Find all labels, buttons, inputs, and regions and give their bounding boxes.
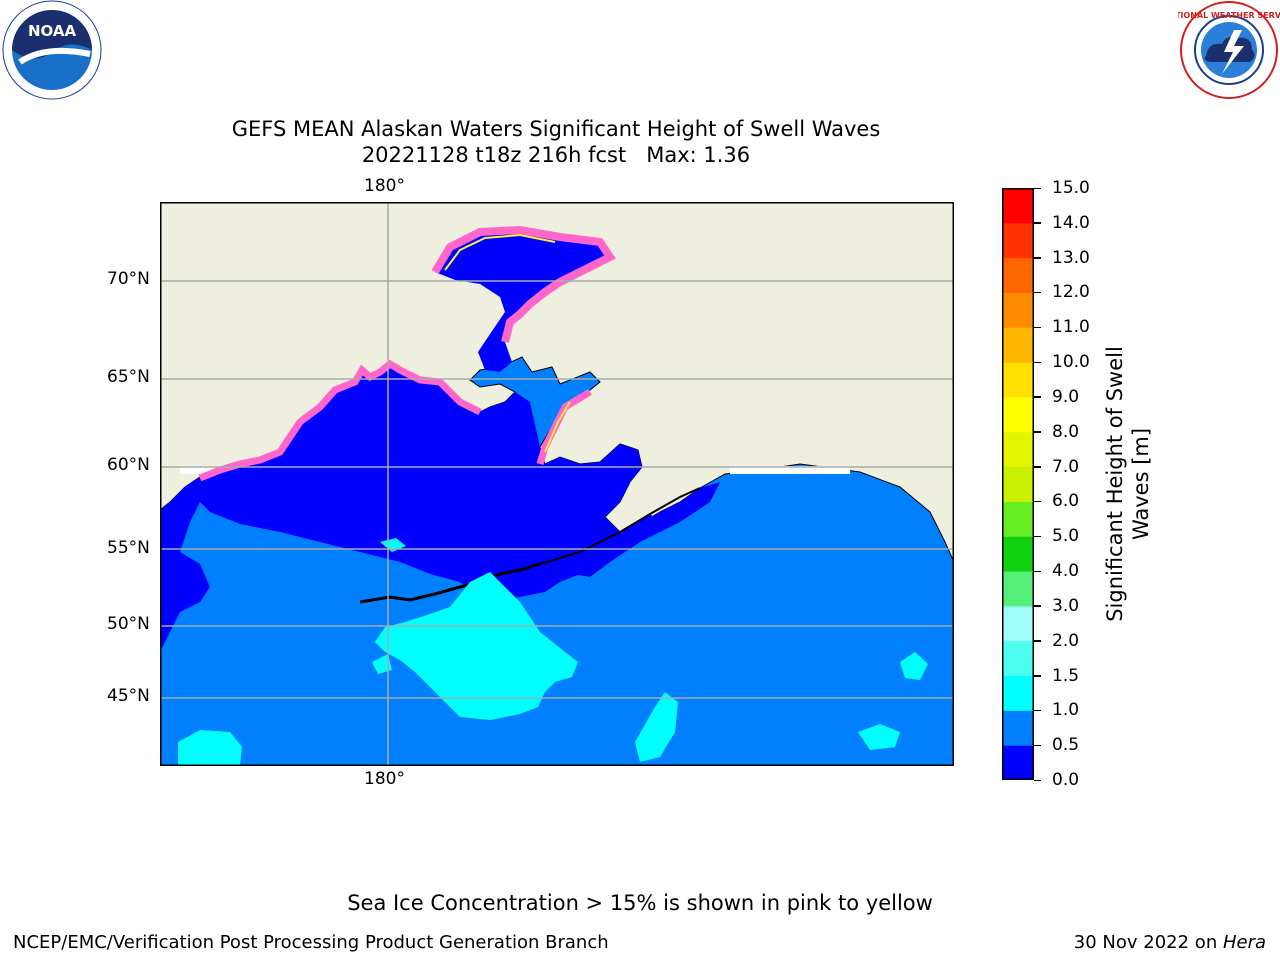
- swell-1.0-1.5-region: [858, 724, 900, 750]
- colorbar-tick-label: 12.0: [1052, 282, 1090, 303]
- colorbar-segment: [1003, 501, 1033, 537]
- sea-ice-note: Sea Ice Concentration > 15% is shown in …: [347, 891, 933, 915]
- colorbar-label-line1: Significant Height of Swell: [1103, 346, 1127, 622]
- swell-1.0-1.5-region: [375, 572, 578, 720]
- colorbar-tick-label: 6.0: [1052, 491, 1080, 512]
- sea-ice-fringe: [198, 359, 482, 482]
- colorbar: [1002, 188, 1034, 780]
- chukchi-sea: [435, 230, 610, 372]
- sea-ice-fringe: [444, 233, 556, 271]
- sea-ice-fringe: [431, 225, 616, 343]
- swell-1.0-1.5-region: [372, 654, 392, 674]
- colorbar-segment: [1003, 327, 1033, 363]
- colorbar-segment: [1003, 640, 1033, 677]
- colorbar-tick-mark: [1034, 187, 1041, 189]
- swell-height-map: [160, 202, 954, 766]
- colorbar-segment: [1003, 675, 1033, 711]
- colorbar-tick-label: 15.0: [1052, 178, 1090, 198]
- colorbar-tick-label: 1.5: [1052, 665, 1080, 686]
- lat-label-65: 65°N: [107, 367, 150, 387]
- lon-label-top: 180°: [364, 176, 405, 196]
- bering-sea-low: [160, 552, 210, 652]
- swell-1.0-1.5-region: [900, 652, 928, 680]
- colorbar-segment: [1003, 431, 1033, 468]
- nws-logo: NATIONAL WEATHER SERVICE: [1163, 0, 1280, 100]
- colorbar-tick-label: 0.5: [1052, 735, 1080, 756]
- colorbar-tick-label: 14.0: [1052, 212, 1090, 233]
- swell-1.0-1.5-region: [635, 692, 678, 762]
- no-data-patch: [730, 466, 850, 474]
- colorbar-tick-label: 11.0: [1052, 317, 1090, 338]
- colorbar-tick-mark: [1034, 466, 1041, 468]
- colorbar-tick-label: 5.0: [1052, 526, 1080, 547]
- lat-label-55: 55°N: [107, 538, 150, 558]
- colorbar-tick-label: 13.0: [1052, 247, 1090, 268]
- alaska-peninsula: [539, 487, 701, 565]
- colorbar-segment: [1003, 466, 1033, 502]
- colorbar-tick-mark: [1034, 361, 1041, 364]
- colorbar-segment: [1003, 571, 1033, 607]
- colorbar-tick-mark: [1034, 675, 1041, 677]
- graticule: [160, 202, 954, 766]
- lat-label-50: 50°N: [107, 614, 150, 634]
- colorbar-segment: [1003, 396, 1033, 433]
- colorbar-tick-mark: [1034, 605, 1041, 607]
- lat-label-70: 70°N: [107, 269, 150, 289]
- colorbar-tick-label: 10.0: [1052, 352, 1090, 373]
- colorbar-tick-mark: [1034, 709, 1041, 712]
- colorbar-tick-label: 4.0: [1052, 561, 1080, 582]
- colorbar-tick-mark: [1034, 222, 1041, 224]
- bering-sea-low: [570, 514, 660, 577]
- colorbar-tick-label: 9.0: [1052, 386, 1080, 407]
- run-date-text: 30 Nov 2022 on: [1073, 932, 1223, 953]
- colorbar-segment: [1003, 605, 1033, 642]
- noaa-logo-text: NOAA: [28, 22, 77, 40]
- colorbar-tick-mark: [1034, 570, 1041, 573]
- swell-1.0-1.5-region: [178, 730, 242, 766]
- colorbar-tick-label: 3.0: [1052, 595, 1080, 616]
- colorbar-segment: [1003, 710, 1033, 746]
- machine-name: Hera: [1222, 932, 1266, 953]
- colorbar-tick-label: 2.0: [1052, 630, 1080, 651]
- colorbar-tick-mark: [1034, 500, 1041, 503]
- colorbar-tick-mark: [1034, 640, 1041, 642]
- colorbar-tick-label: 7.0: [1052, 456, 1080, 477]
- colorbar-tick-label: 1.0: [1052, 700, 1080, 721]
- colorbar-segment: [1003, 362, 1033, 398]
- run-date: 30 Nov 2022 on Hera: [1074, 932, 1266, 953]
- colorbar-tick-mark: [1034, 291, 1041, 294]
- nws-logo-text: NATIONAL WEATHER SERVICE: [1178, 11, 1280, 20]
- colorbar-tick-mark: [1034, 431, 1041, 433]
- lon-label-bottom: 180°: [364, 769, 405, 789]
- chart-title-line2: 20221128 t18z 216h fcst Max: 1.36: [361, 143, 751, 167]
- sea-ice-fringe: [544, 401, 571, 453]
- colorbar-tick-mark: [1034, 535, 1041, 538]
- chart-title-line1: GEFS MEAN Alaskan Waters Significant Hei…: [231, 117, 881, 141]
- colorbar-tick-mark: [1034, 779, 1041, 781]
- colorbar-segment: [1003, 292, 1033, 328]
- colorbar-segment: [1003, 257, 1033, 293]
- colorbar-segment: [1003, 536, 1033, 572]
- lat-label-60: 60°N: [107, 455, 150, 475]
- colorbar-tick-mark: [1034, 744, 1041, 747]
- noaa-logo: NOAA: [0, 0, 104, 100]
- credit-text: NCEP/EMC/Verification Post Processing Pr…: [13, 932, 609, 953]
- colorbar-segment: [1003, 745, 1033, 780]
- colorbar-tick-mark: [1034, 326, 1041, 329]
- colorbar-tick-label: 8.0: [1052, 421, 1080, 442]
- colorbar-tick-mark: [1034, 257, 1041, 259]
- lat-label-45: 45°N: [107, 686, 150, 706]
- colorbar-segment: [1003, 188, 1033, 224]
- colorbar-segment: [1003, 222, 1033, 259]
- aleutian-islands: [359, 562, 541, 604]
- colorbar-tick-mark: [1034, 396, 1041, 398]
- colorbar-label-line2: Waves [m]: [1129, 427, 1153, 541]
- colorbar-tick-label: 0.0: [1052, 770, 1080, 790]
